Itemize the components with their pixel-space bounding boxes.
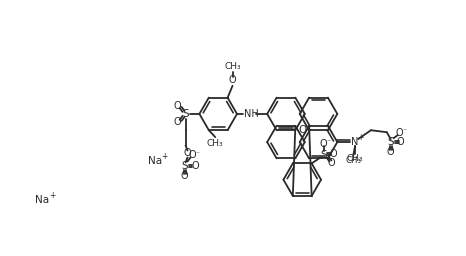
Text: Na: Na: [35, 195, 49, 205]
Text: O: O: [320, 139, 327, 149]
Text: O: O: [189, 151, 196, 161]
Text: O: O: [329, 148, 337, 158]
Text: O: O: [192, 161, 199, 171]
Text: ⁻: ⁻: [195, 149, 199, 158]
Text: Na: Na: [148, 156, 162, 166]
Text: ⁻: ⁻: [327, 137, 330, 146]
Text: S: S: [182, 109, 189, 119]
Text: N: N: [351, 137, 359, 147]
Text: O: O: [184, 148, 192, 158]
Text: CH₃: CH₃: [224, 62, 241, 71]
Text: O: O: [181, 171, 188, 181]
Text: S: S: [387, 137, 394, 147]
Text: O: O: [174, 101, 181, 111]
Text: S: S: [320, 151, 327, 161]
Text: O: O: [174, 117, 181, 127]
Text: O: O: [397, 137, 404, 147]
Text: +: +: [357, 133, 363, 142]
Text: CH₃: CH₃: [347, 154, 363, 163]
Text: O: O: [328, 158, 335, 168]
Text: ⁻: ⁻: [403, 127, 406, 136]
Text: O: O: [387, 147, 395, 157]
Text: NH: NH: [244, 109, 259, 119]
Text: CH₃: CH₃: [207, 138, 224, 147]
Text: CH₃: CH₃: [345, 156, 361, 165]
Text: O: O: [298, 125, 306, 135]
Text: +: +: [162, 152, 168, 161]
Text: S: S: [181, 161, 188, 171]
Text: O: O: [229, 75, 236, 85]
Text: O: O: [396, 128, 404, 138]
Text: +: +: [49, 191, 55, 200]
